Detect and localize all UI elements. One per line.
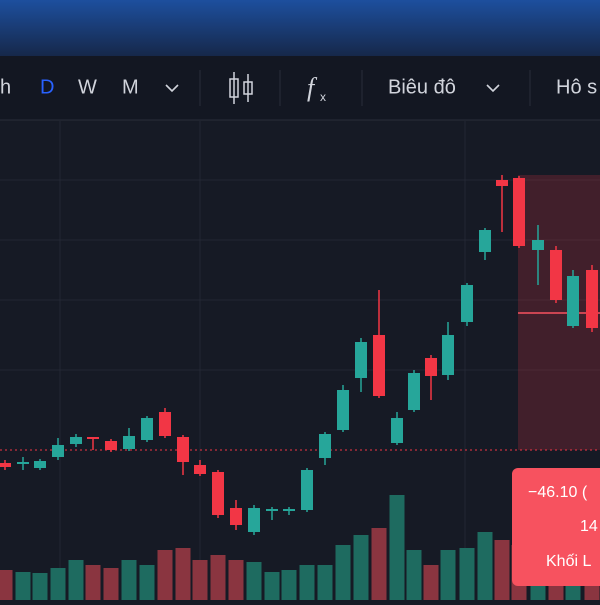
candle-body bbox=[550, 250, 562, 300]
candle-body bbox=[87, 437, 99, 439]
volume-bar bbox=[0, 570, 13, 600]
candle-body bbox=[337, 390, 349, 430]
volume-bar bbox=[85, 565, 101, 600]
candle-body bbox=[52, 445, 64, 457]
interval-m[interactable]: M bbox=[122, 76, 139, 98]
candle-body bbox=[442, 335, 454, 375]
volume-bar bbox=[175, 548, 191, 600]
candle-body bbox=[248, 508, 260, 532]
chevron[interactable] bbox=[165, 84, 179, 93]
candle-body bbox=[230, 508, 242, 525]
candle-body bbox=[301, 470, 313, 510]
candle-body bbox=[123, 436, 135, 449]
candle-body bbox=[34, 461, 46, 468]
candle-body bbox=[17, 462, 29, 464]
fx-icon[interactable]: f bbox=[307, 73, 318, 102]
chart-type-menu[interactable]: Biêu đô bbox=[388, 76, 456, 98]
candle-body bbox=[159, 412, 171, 436]
candle-body bbox=[532, 240, 544, 250]
interval-w[interactable]: W bbox=[78, 76, 97, 98]
candle-body bbox=[0, 463, 11, 467]
candles bbox=[0, 175, 598, 535]
candle-body bbox=[567, 276, 579, 326]
candle-body bbox=[496, 180, 508, 186]
volume-bar bbox=[317, 565, 333, 600]
volume-bar bbox=[299, 565, 315, 600]
tooltip-volume: Khối L bbox=[546, 553, 591, 570]
candle-body bbox=[391, 418, 403, 443]
volume-bar bbox=[335, 545, 351, 600]
volume-bar bbox=[15, 572, 31, 600]
volume-bar bbox=[210, 555, 226, 600]
volume-bar bbox=[157, 550, 173, 600]
tooltip bbox=[512, 468, 600, 586]
volume-bar bbox=[50, 568, 66, 600]
grid bbox=[0, 121, 600, 600]
volume-bar bbox=[228, 560, 244, 600]
tooltip-change: −46.10 ( bbox=[528, 484, 588, 501]
tooltip-value: 14 bbox=[580, 518, 598, 535]
candle-body bbox=[266, 509, 278, 511]
volume-bar bbox=[440, 550, 456, 600]
candle-body bbox=[425, 358, 437, 376]
volume-bar bbox=[264, 572, 280, 600]
toolbar bbox=[0, 56, 600, 120]
candle-body bbox=[355, 342, 367, 378]
volume-bar bbox=[423, 565, 439, 600]
header-bar bbox=[0, 0, 600, 56]
candle-body bbox=[283, 509, 295, 511]
candle-body bbox=[513, 178, 525, 246]
candle-body bbox=[105, 441, 117, 450]
candle-body bbox=[212, 472, 224, 515]
candle-body bbox=[194, 465, 206, 474]
candle-body bbox=[479, 230, 491, 252]
volume-bar bbox=[389, 495, 405, 600]
volume-bar bbox=[68, 560, 84, 600]
volume-bar bbox=[139, 565, 155, 600]
more-menu[interactable]: Hô s bbox=[556, 76, 597, 98]
candle-body bbox=[408, 373, 420, 410]
volume-bar bbox=[192, 560, 208, 600]
volume-bar bbox=[477, 532, 493, 600]
volume-bar bbox=[103, 568, 119, 600]
candle-body bbox=[586, 270, 598, 328]
candle-body bbox=[70, 437, 82, 444]
volume-bar bbox=[353, 535, 369, 600]
volume-bar bbox=[121, 560, 137, 600]
candle-body bbox=[141, 418, 153, 440]
chevron[interactable] bbox=[486, 84, 500, 93]
candle-body bbox=[177, 437, 189, 462]
chart-area bbox=[0, 121, 600, 600]
volume-bar bbox=[281, 570, 297, 600]
volume-bar bbox=[32, 573, 48, 600]
volume-bar bbox=[406, 550, 422, 600]
candle-body bbox=[373, 335, 385, 396]
volume-bar bbox=[494, 540, 510, 600]
fx-icon-sub: x bbox=[320, 90, 326, 104]
volume-bar bbox=[459, 548, 475, 600]
candle-icon[interactable] bbox=[229, 72, 253, 104]
candle-body bbox=[319, 434, 331, 458]
volume-bar bbox=[246, 562, 262, 600]
candle-body bbox=[461, 285, 473, 322]
interval-1h[interactable]: h bbox=[0, 76, 11, 98]
volume-bar bbox=[371, 528, 387, 600]
interval-d[interactable]: D bbox=[40, 76, 54, 98]
